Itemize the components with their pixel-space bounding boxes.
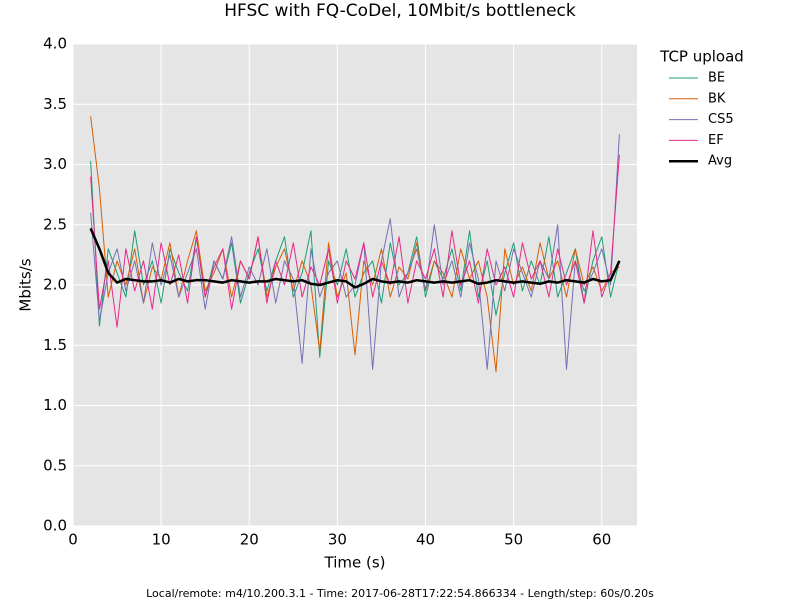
- y-tick-label: 0.0: [43, 517, 67, 535]
- legend-label: BE: [708, 71, 725, 86]
- x-tick-label: 50: [504, 531, 523, 549]
- y-tick-label: 1.0: [43, 396, 67, 414]
- x-tick-label: 0: [68, 531, 78, 549]
- legend-title: TCP upload: [659, 48, 744, 66]
- footnote: Local/remote: m4/10.200.3.1 - Time: 2017…: [146, 587, 654, 600]
- y-tick-label: 2.0: [43, 276, 67, 294]
- series-line: [89, 227, 621, 289]
- legend-label: EF: [708, 133, 724, 148]
- x-tick-label: 40: [416, 531, 435, 549]
- series-line: [90, 160, 620, 358]
- y-tick-label: 0.5: [43, 456, 67, 474]
- y-tick-label: 3.0: [43, 155, 67, 173]
- x-tick-label: 60: [592, 531, 611, 549]
- series-line: [90, 134, 620, 370]
- y-tick-label: 4.0: [43, 35, 67, 53]
- x-axis-label: Time (s): [324, 554, 386, 572]
- legend-label: Avg: [708, 154, 732, 169]
- y-tick-label: 1.5: [43, 336, 67, 354]
- x-tick-label: 10: [152, 531, 171, 549]
- legend-label: BK: [708, 91, 726, 106]
- legend-label: CS5: [708, 112, 734, 127]
- x-tick-label: 20: [240, 531, 259, 549]
- y-axis-label: Mbits/s: [17, 258, 35, 311]
- y-tick-label: 2.5: [43, 215, 67, 233]
- chart-title: HFSC with FQ-CoDel, 10Mbit/s bottleneck: [224, 1, 576, 21]
- y-tick-label: 3.5: [43, 95, 67, 113]
- x-tick-label: 30: [328, 531, 347, 549]
- series-line: [90, 154, 620, 328]
